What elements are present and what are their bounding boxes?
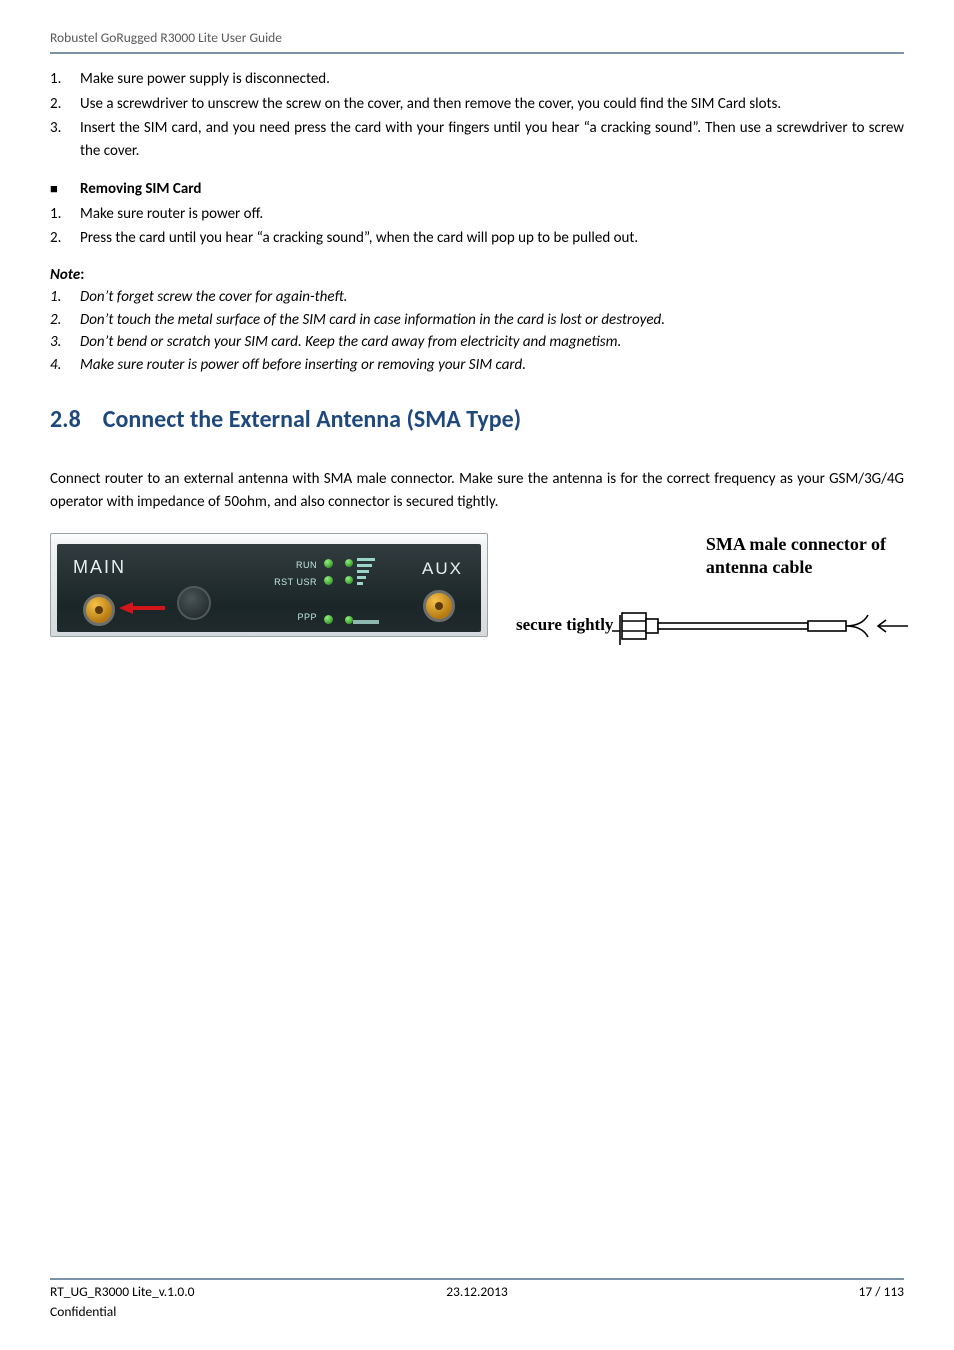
ppp-bar-icon (353, 620, 379, 624)
list-item: 2.Press the card until you hear “a crack… (50, 227, 904, 250)
led-run-icon (324, 559, 333, 568)
connector-caption-line1: SMA male connector of (706, 534, 886, 554)
led-label-ppp: PPP (297, 611, 317, 625)
label-main: MAIN (73, 554, 126, 581)
list-item: 1.Make sure power supply is disconnected… (50, 68, 904, 91)
note-label: Note (50, 266, 80, 284)
section-title: Connect the External Antenna (SMA Type) (103, 405, 521, 434)
list-text: Make sure router is power off. (80, 203, 904, 226)
list-text: Insert the SIM card, and you need press … (80, 117, 904, 162)
label-aux: AUX (422, 556, 463, 582)
section-heading: 2.8 Connect the External Antenna (SMA Typ… (50, 402, 904, 438)
connector-diagram: SMA male connector of antenna cable secu… (496, 533, 904, 651)
note-heading: Note: (50, 264, 904, 287)
list-text: Make sure power supply is disconnected. (80, 68, 904, 91)
led-label-run: RUN (296, 559, 317, 573)
list-number: 2. (50, 309, 80, 332)
list-item: 1.Don’t forget screw the cover for again… (50, 286, 904, 309)
list-number: 2. (50, 93, 80, 116)
section-number: 2.8 (50, 405, 81, 434)
secure-tightly-label: secure tightly (516, 612, 613, 638)
list-text: Make sure router is power off before ins… (80, 354, 904, 377)
list-text: Use a screwdriver to unscrew the screw o… (80, 93, 904, 116)
list-text: Don’t bend or scratch your SIM card. Kee… (80, 331, 904, 354)
footer-rule (50, 1278, 904, 1280)
list-text: Don’t forget screw the cover for again-t… (80, 286, 904, 309)
sma-cable-icon (612, 601, 912, 649)
figure-row: MAIN AUX RUN RST USR PPP (50, 533, 904, 651)
square-bullet-icon: ■ (50, 183, 80, 196)
led-usr-icon (324, 576, 333, 585)
signal-bars-icon (357, 558, 375, 585)
button-circle-icon (177, 586, 211, 620)
footer-center: 23.12.2013 (335, 1282, 620, 1302)
connector-caption-line2: antenna cable (706, 557, 813, 577)
device-panel-image: MAIN AUX RUN RST USR PPP (50, 533, 488, 637)
list-number: 1. (50, 203, 80, 226)
led-label-rst-usr: RST USR (274, 576, 317, 590)
footer-confidential: Confidential (50, 1302, 904, 1322)
remove-heading-row: ■ Removing SIM Card (50, 178, 904, 201)
list-item: 4.Make sure router is power off before i… (50, 354, 904, 377)
footer-row: RT_UG_R3000 Lite_v.1.0.0 23.12.2013 17 /… (50, 1282, 904, 1302)
list-number: 3. (50, 117, 80, 162)
list-item: 2.Don’t touch the metal surface of the S… (50, 309, 904, 332)
list-number: 1. (50, 286, 80, 309)
signal-dot-icon (345, 616, 353, 624)
footer-right: 17 / 113 (619, 1282, 904, 1302)
antenna-paragraph: Connect router to an external antenna wi… (50, 468, 904, 513)
led-ppp-icon (324, 615, 333, 624)
remove-heading: Removing SIM Card (80, 178, 201, 201)
footer-left: RT_UG_R3000 Lite_v.1.0.0 (50, 1282, 335, 1302)
signal-dot-icon (345, 576, 353, 584)
signal-dot-icon (345, 559, 353, 567)
panel-inner: MAIN AUX RUN RST USR PPP (57, 544, 481, 632)
sma-connector-main-icon (83, 594, 115, 626)
remove-steps-list: 1.Make sure router is power off. 2.Press… (50, 203, 904, 250)
list-number: 3. (50, 331, 80, 354)
note-list: 1.Don’t forget screw the cover for again… (50, 286, 904, 376)
list-number: 4. (50, 354, 80, 377)
connector-caption: SMA male connector of antenna cable (706, 533, 886, 578)
list-item: 2.Use a screwdriver to unscrew the screw… (50, 93, 904, 116)
list-text: Press the card until you hear “a crackin… (80, 227, 904, 250)
page-footer: RT_UG_R3000 Lite_v.1.0.0 23.12.2013 17 /… (50, 1278, 904, 1323)
list-item: 1.Make sure router is power off. (50, 203, 904, 226)
list-number: 1. (50, 68, 80, 91)
list-item: 3.Don’t bend or scratch your SIM card. K… (50, 331, 904, 354)
header-title: Robustel GoRugged R3000 Lite User Guide (50, 28, 904, 48)
install-steps-list: 1.Make sure power supply is disconnected… (50, 68, 904, 162)
sma-connector-aux-icon (423, 590, 455, 622)
list-text: Don’t touch the metal surface of the SIM… (80, 309, 904, 332)
list-item: 3.Insert the SIM card, and you need pres… (50, 117, 904, 162)
red-arrow-icon (119, 602, 133, 614)
header-rule (50, 52, 904, 54)
list-number: 2. (50, 227, 80, 250)
note-colon: : (80, 266, 84, 284)
